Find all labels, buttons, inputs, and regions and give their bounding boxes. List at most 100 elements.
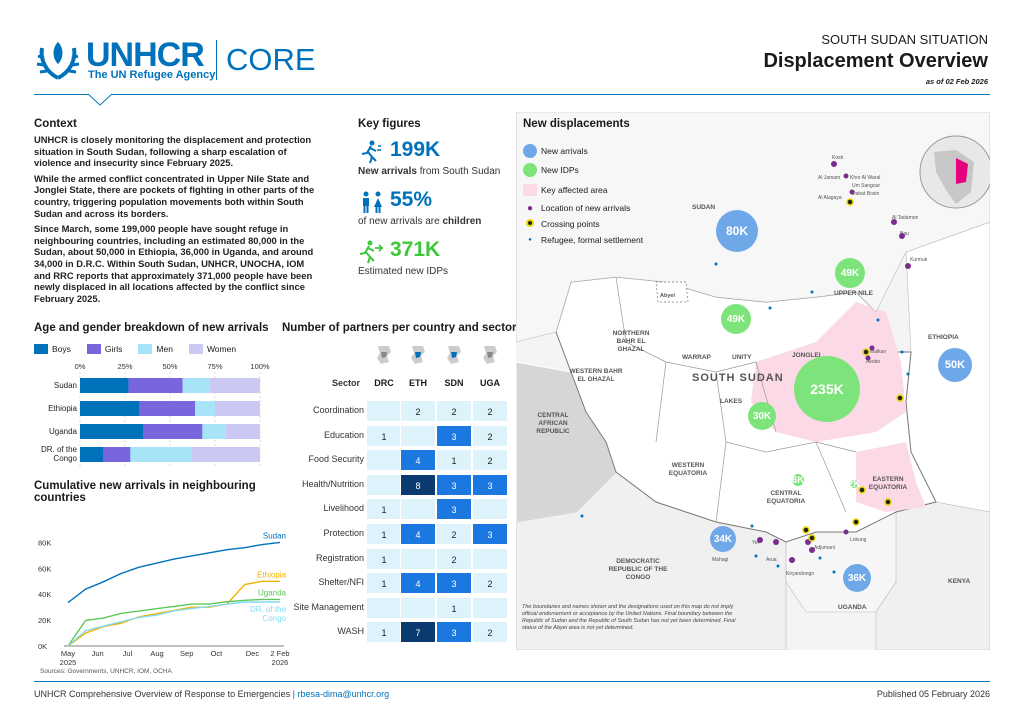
matrix-cell: 7: [400, 621, 436, 644]
context-paragraph: Since March, some 199,000 people have so…: [34, 223, 314, 304]
arrivals-bubble: 80K: [716, 210, 758, 252]
matrix-cell: [472, 596, 508, 619]
context-section: Context UNHCR is closely monitoring the …: [34, 118, 318, 304]
sector-label: Protection: [323, 528, 364, 538]
matrix-cell: [472, 547, 508, 570]
series-line: [67, 541, 281, 604]
axis-tick-label: Sep: [180, 649, 193, 658]
legend-label: New IDPs: [541, 165, 579, 175]
map-title: New displacements: [523, 118, 630, 130]
country-label: CENTRAL AFRICAN REPUBLIC: [536, 412, 570, 435]
axis-tick-label: 20K: [38, 616, 51, 625]
country-label: SOUTH SUDAN: [692, 372, 784, 384]
column-header: DRC: [374, 378, 394, 388]
country-map-icon: [411, 346, 425, 364]
axis-tick-label: Dec: [246, 649, 260, 658]
legend-item: Crossing points: [523, 216, 663, 232]
partners-title: Number of partners per country and secto…: [282, 322, 517, 334]
state-label: LAKES: [720, 398, 743, 405]
axis-tick-label: 0%: [75, 362, 86, 371]
sector-label: Education: [323, 429, 364, 440]
key-figure-label: Estimated new IDPs: [358, 266, 449, 277]
legend-swatch: [34, 344, 48, 354]
age-gender-section: Age and gender breakdown of new arrivals…: [34, 322, 274, 472]
age-gender-legend: Boys Girls Men Women: [34, 344, 236, 354]
idps-bubble: 30K: [748, 402, 776, 430]
series-line: [67, 598, 280, 647]
state-label: EASTERN EQUATORIA: [868, 476, 908, 491]
matrix-cell: 3: [436, 473, 472, 496]
axis-tick-label: 25%: [117, 362, 132, 371]
key-figure-value: 199K: [390, 138, 441, 161]
map-markers: [580, 161, 911, 574]
axis-tick-label: Jul: [123, 649, 133, 658]
bar-segment: [195, 401, 215, 416]
sector-label: Health/Nutrition: [301, 478, 364, 489]
legend-item: Key affected area: [523, 180, 663, 200]
legend-item: New arrivals: [523, 142, 663, 160]
axis-tick-label: Jun: [92, 649, 104, 658]
matrix-cell: 4: [400, 572, 436, 595]
sector-label: Food Security: [308, 454, 364, 465]
state-label: WESTERN BAHR EL GHAZAL: [569, 368, 623, 383]
legend-item: Men: [138, 344, 173, 354]
place-label: Yei: [752, 540, 759, 546]
map-disclaimer: The boundaries and names shown and the d…: [522, 604, 736, 631]
cumulative-section: Cumulative new arrivals in neighbouring …: [34, 480, 294, 680]
matrix-cell: 1: [366, 621, 402, 644]
place-label: Arua: [766, 557, 777, 563]
place-label: Um Sangour: [852, 183, 881, 189]
context-paragraph: UNHCR is closely monitoring the displace…: [34, 134, 312, 169]
legend-swatch: [138, 344, 153, 354]
idps-bubble: 235K: [794, 356, 860, 422]
matrix-cell: 2: [472, 400, 508, 422]
series-label: DR. of the Congo: [250, 605, 287, 623]
logo-divider: [216, 40, 217, 80]
sector-label: WASH: [337, 626, 364, 637]
page-title: Displacement Overview: [763, 50, 988, 72]
country-label: KENYA: [948, 578, 971, 585]
key-figure-label-rest: of new arrivals are: [358, 216, 443, 227]
cumulative-chart: 80K 60K 40K 20K 0K May 2025 Jun Jul Aug Sep Oct Dec 2…: [38, 531, 290, 667]
matrix-cell: 3: [472, 523, 508, 545]
situation-label: SOUTH SUDAN SITUATION: [821, 32, 988, 47]
matrix-cell: 2: [436, 400, 472, 422]
axis-tick-label: 2 Feb 2026: [270, 649, 289, 667]
place-label: Al Jamam: [818, 175, 841, 181]
footer-title: UNHCR Comprehensive Overview of Response…: [34, 689, 291, 699]
place-label: Malkan: [870, 349, 887, 355]
state-label: CENTRAL EQUATORIA: [766, 490, 806, 505]
axis-tick-label: May 2025: [60, 649, 77, 667]
children-icon: [363, 191, 382, 213]
state-label: UNITY: [732, 354, 752, 361]
matrix-cell: [400, 596, 436, 619]
idps-bubble: 49K: [835, 258, 865, 288]
axis-tick-label: 60K: [38, 564, 51, 573]
footer-published: Published 05 February 2026: [876, 689, 990, 699]
header-notch-icon: [88, 94, 112, 106]
series-line: [67, 601, 280, 647]
axis-tick-label: 100%: [250, 362, 270, 371]
matrix-cell: 3: [436, 498, 472, 521]
country-label: UGANDA: [838, 604, 867, 611]
country-map-icon: [447, 346, 461, 364]
arrivals-bubble: 36K: [843, 564, 871, 592]
legend-label: Refugee, formal settlement: [541, 235, 644, 245]
matrix-cell: 2: [472, 424, 508, 447]
bar-segment: [143, 424, 203, 439]
footer-email[interactable]: rbesa-dima@unhcr.org: [297, 689, 390, 699]
matrix-cell: [400, 498, 436, 521]
place-label: Al Tadamon: [892, 215, 919, 221]
matrix-cell: 1: [366, 424, 402, 447]
matrix-cell: 2: [400, 400, 436, 422]
sector-label: Site Management: [293, 601, 364, 612]
bar-segment: [182, 378, 210, 393]
sector-label: Shelter/NFI: [318, 577, 364, 588]
age-gender-chart: 0% 25% 50% 75% 100% Sudan Ethiopia Uganda DR. of…: [41, 362, 270, 466]
header: UNHCR The UN Refugee Agency CORE SOUTH S…: [0, 0, 1024, 106]
key-figure-label-strong: New arrivals: [358, 166, 417, 177]
footer-rule: [34, 681, 990, 682]
country-map-icon: [483, 346, 497, 364]
arrivals-bubble: 34K: [710, 526, 736, 552]
matrix-cell: 3: [472, 473, 508, 496]
